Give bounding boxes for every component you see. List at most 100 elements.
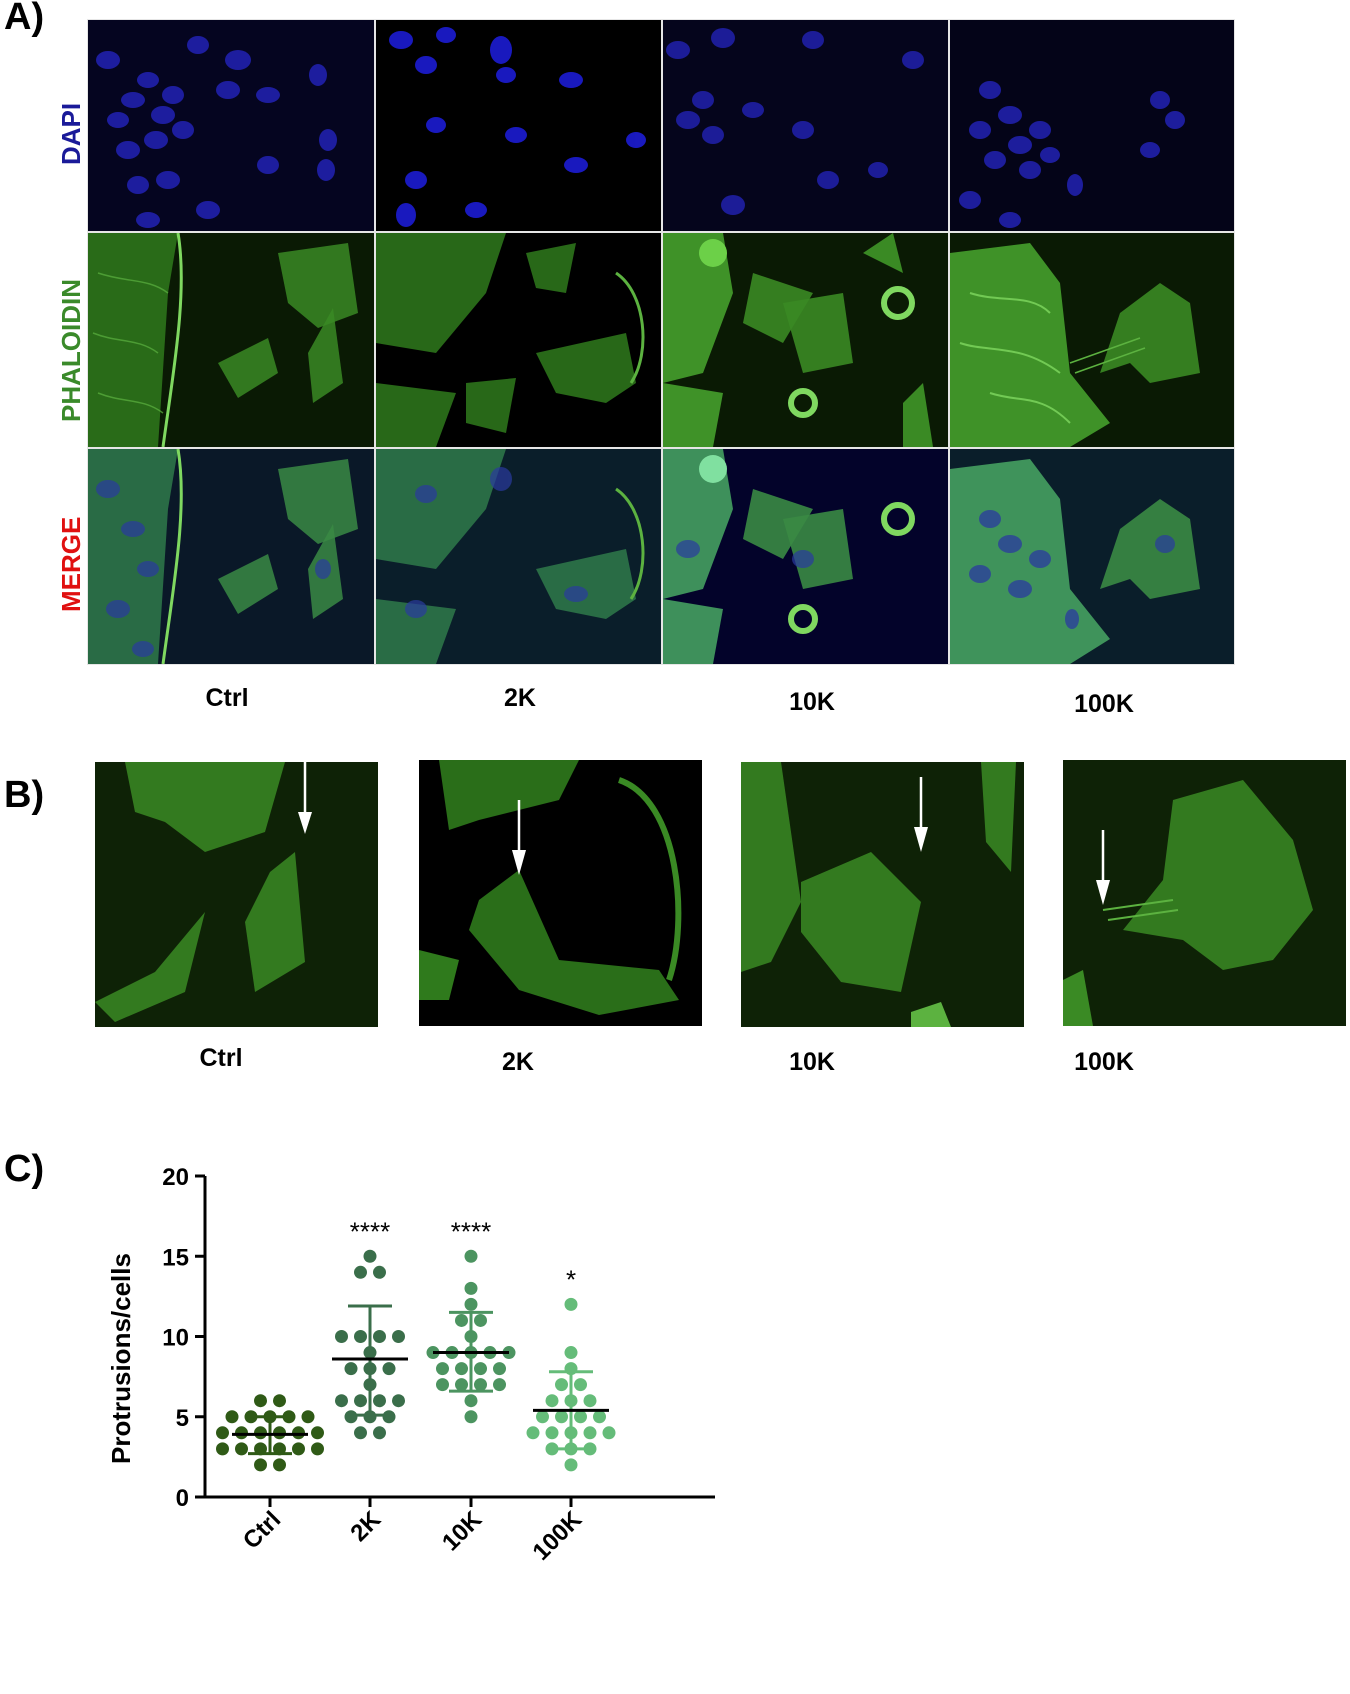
data-point [363,1249,377,1263]
data-point [464,1394,478,1408]
merge-ctrl-image [88,449,374,664]
y-tick-label: 5 [176,1405,189,1432]
actin-graphic [88,233,358,447]
panel-b-100k-image [1063,760,1346,1026]
data-point [474,1378,487,1392]
data-point [555,1378,568,1392]
data-point [455,1378,468,1392]
data-point [455,1313,468,1327]
phaloidin-2k-image [376,233,661,447]
data-point [602,1426,616,1440]
significance-marker: * [566,1264,576,1294]
arrow-icon [1096,830,1110,905]
panel-b-ctrl-image [95,762,378,1027]
data-point [254,1458,267,1472]
dapi-10k-image [663,20,948,231]
data-point [373,1265,386,1279]
data-point [564,1458,578,1472]
data-point [373,1426,386,1440]
data-point [574,1378,587,1392]
data-point [455,1362,468,1376]
data-point [225,1410,239,1424]
data-point [344,1410,358,1424]
merge-2k-image [376,449,661,664]
nuclei-graphic [389,27,646,227]
panel-b-col-label-ctrl: Ctrl [199,1044,243,1072]
data-point [464,1297,478,1311]
data-point [583,1394,597,1408]
actin-graphic [950,243,1200,447]
actin-closeup-graphic [741,762,1016,1027]
data-point [564,1297,578,1311]
panel-b-2k-image [419,760,702,1026]
data-point [216,1426,229,1440]
x-tick-label: Ctrl [238,1506,286,1554]
data-point [474,1313,487,1327]
data-point [564,1426,578,1440]
phaloidin-100k-image [950,233,1234,447]
nuclei-graphic [96,36,337,228]
data-point [392,1394,405,1408]
data-point [244,1410,258,1424]
data-point [392,1330,405,1343]
data-point [574,1410,587,1424]
data-point [344,1362,358,1376]
actin-graphic [663,233,933,447]
panel-b-letter: B) [4,774,45,816]
data-point [382,1410,396,1424]
data-point [301,1410,315,1424]
data-point [311,1442,324,1456]
data-point [564,1442,578,1456]
panel-a-col-label-100k: 100K [1074,690,1134,718]
data-point [363,1362,377,1376]
data-point [235,1426,248,1440]
data-point [354,1426,367,1440]
phaloidin-10k-image [663,233,948,447]
data-point [254,1426,267,1440]
data-point [564,1362,578,1376]
data-point [464,1410,478,1424]
data-point [526,1426,540,1440]
data-point [373,1394,386,1408]
significance-marker: **** [451,1216,491,1246]
dapi-ctrl-image [88,20,374,231]
data-point [436,1378,449,1392]
data-point [354,1394,367,1408]
panel-a-letter: A) [4,0,45,38]
x-tick-label: 10K [437,1506,488,1557]
panel-b-col-label-2k: 2K [502,1048,534,1076]
data-point [564,1394,578,1408]
data-point [593,1410,606,1424]
y-tick-label: 15 [162,1244,189,1271]
data-point [474,1362,487,1376]
data-point [335,1330,348,1343]
data-point [273,1426,286,1440]
merge-graphic [950,459,1200,664]
panel-b-10k-image [741,762,1024,1027]
data-point [292,1442,305,1456]
panel-b-col-label-10k: 10K [789,1048,835,1076]
dapi-2k-image [376,20,661,231]
merge-graphic [663,449,915,664]
nuclei-graphic [959,81,1185,228]
data-point [273,1442,286,1456]
data-point [436,1362,449,1376]
nuclei-graphic [666,28,924,215]
data-point [292,1426,305,1440]
data-point [273,1394,286,1408]
actin-closeup-graphic [95,762,312,1022]
actin-graphic [376,233,645,447]
data-point [363,1410,377,1424]
data-point [282,1410,296,1424]
data-point [545,1442,559,1456]
data-point [536,1410,549,1424]
merge-graphic [376,449,645,664]
data-point [583,1426,597,1440]
data-point [273,1458,286,1472]
data-point [363,1378,377,1392]
data-point [464,1281,478,1295]
data-point [354,1330,367,1343]
data-point [254,1442,267,1456]
y-tick-label: 10 [162,1325,189,1352]
